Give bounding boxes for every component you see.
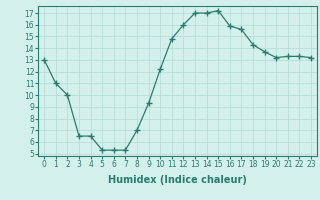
X-axis label: Humidex (Indice chaleur): Humidex (Indice chaleur) xyxy=(108,175,247,185)
